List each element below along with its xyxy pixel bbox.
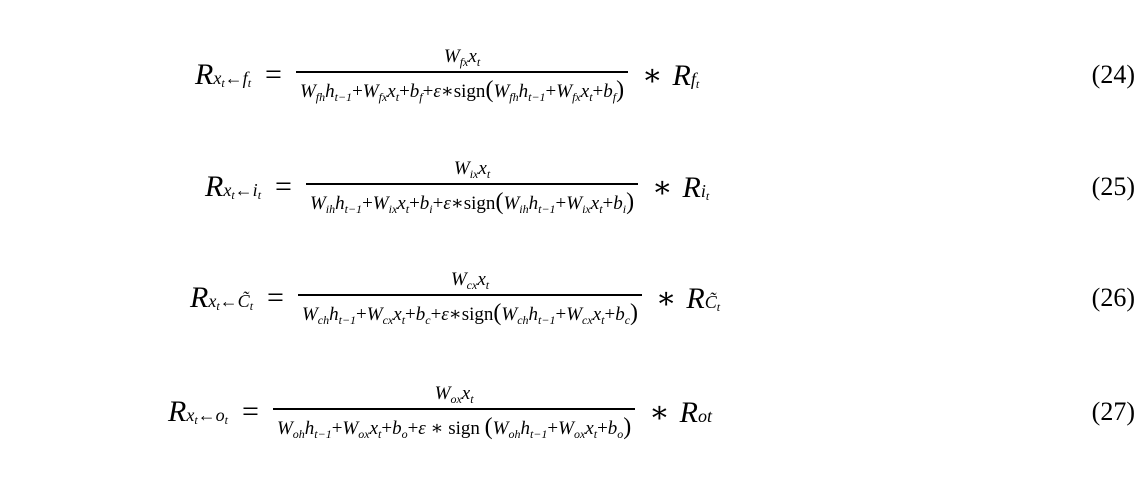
equals-sign: =	[275, 170, 292, 203]
equation-25-fraction: Wixxt Wihht−1+Wixxt+bi+ε∗sign(Wihht−1+Wi…	[305, 158, 639, 216]
fraction-bar	[297, 294, 643, 296]
fraction-bar	[305, 183, 639, 185]
equals-sign: =	[265, 58, 282, 91]
fraction-bar	[295, 71, 629, 73]
equation-27-fraction: Woxxt Wohht−1+Woxxt+bo+ε ∗ sign (Wohht−1…	[272, 383, 636, 441]
equation-26-fraction: Wcxxt Wchht−1+Wcxxt+bc+ε∗sign(Wchht−1+Wc…	[297, 269, 643, 327]
equation-25-number: (25)	[1091, 172, 1135, 201]
equation-27-number: (27)	[1091, 397, 1135, 426]
equation-24-number: (24)	[1091, 60, 1135, 89]
fraction-bar	[272, 408, 636, 410]
equation-24-denominator: Wfhht−1+Wfxxt+bf+ε∗sign(Wfhht−1+Wfxxt+bf…	[299, 76, 625, 104]
equation-27-denominator: Wohht−1+Woxxt+bo+ε ∗ sign (Wohht−1+Woxxt…	[276, 413, 632, 441]
equation-25-numerator: Wixxt	[453, 158, 491, 182]
equation-24-numerator: Wfxxt	[443, 46, 481, 70]
equals-sign: =	[267, 281, 284, 314]
equals-sign: =	[242, 395, 259, 428]
equation-27-numerator: Woxxt	[434, 383, 474, 407]
equation-26-denominator: Wchht−1+Wcxxt+bc+ε∗sign(Wchht−1+Wcxxt+bc…	[301, 299, 639, 327]
equation-26-rhs: ∗ R C̃t	[656, 281, 721, 315]
equation-26-numerator: Wcxxt	[450, 269, 490, 293]
equation-25-denominator: Wihht−1+Wixxt+bi+ε∗sign(Wihht−1+Wixxt+bi…	[309, 188, 635, 216]
equation-26-number: (26)	[1091, 283, 1135, 312]
equation-24-fraction: Wfxxt Wfhht−1+Wfxxt+bf+ε∗sign(Wfhht−1+Wf…	[295, 46, 629, 104]
